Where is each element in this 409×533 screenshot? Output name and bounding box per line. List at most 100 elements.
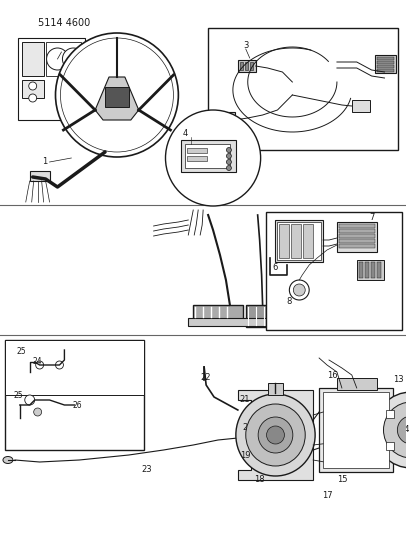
Circle shape (29, 82, 36, 90)
Text: 18: 18 (254, 475, 264, 484)
Bar (338, 229, 374, 233)
Bar (338, 239, 374, 243)
Text: 13: 13 (392, 376, 403, 384)
Ellipse shape (245, 404, 304, 466)
Text: 17: 17 (321, 490, 332, 499)
Bar (245, 305, 283, 327)
Circle shape (292, 284, 304, 296)
Text: 24: 24 (33, 358, 43, 367)
Circle shape (55, 361, 63, 369)
Circle shape (226, 159, 231, 165)
Bar (356, 260, 384, 280)
Bar (338, 234, 374, 238)
Bar (220, 114, 225, 125)
Bar (338, 224, 374, 228)
Circle shape (396, 416, 409, 444)
Text: 16: 16 (326, 370, 337, 379)
Bar (193, 305, 242, 319)
Text: 1: 1 (42, 157, 47, 166)
Bar (291, 224, 301, 258)
Text: 14: 14 (398, 425, 409, 434)
Bar (5, 340, 143, 395)
Bar (188, 318, 292, 326)
Bar (336, 378, 375, 390)
Circle shape (36, 361, 43, 369)
Bar (358, 262, 362, 278)
Bar (181, 140, 235, 172)
Ellipse shape (3, 456, 13, 464)
Bar (267, 383, 283, 395)
Circle shape (226, 148, 231, 152)
Bar (237, 60, 255, 72)
Bar (30, 171, 49, 181)
Circle shape (226, 166, 231, 171)
Circle shape (55, 33, 178, 157)
Bar (244, 62, 247, 70)
Circle shape (29, 94, 36, 102)
Bar (277, 222, 320, 260)
Bar (375, 262, 380, 278)
Bar (375, 65, 393, 68)
Text: 6: 6 (272, 263, 277, 272)
Bar (239, 62, 242, 70)
Bar (18, 38, 85, 120)
Bar (336, 222, 375, 252)
Text: 25: 25 (17, 348, 27, 357)
Ellipse shape (235, 394, 315, 476)
Text: 3: 3 (243, 41, 248, 50)
Text: 7: 7 (368, 214, 373, 222)
Bar (213, 112, 234, 127)
Text: 19: 19 (240, 450, 250, 459)
Bar (386, 410, 393, 418)
Circle shape (165, 110, 260, 206)
Bar (187, 156, 207, 161)
Circle shape (47, 48, 68, 70)
Text: 21: 21 (239, 395, 249, 405)
Text: 22: 22 (200, 374, 211, 383)
Bar (249, 62, 252, 70)
Text: 23: 23 (141, 465, 152, 474)
Ellipse shape (266, 426, 284, 444)
Circle shape (373, 392, 409, 468)
Bar (214, 114, 218, 125)
Circle shape (34, 408, 42, 416)
Circle shape (25, 395, 35, 405)
Bar (265, 212, 401, 330)
Bar (187, 148, 207, 153)
Circle shape (226, 154, 231, 158)
Bar (318, 388, 393, 472)
Bar (386, 442, 393, 450)
Bar (5, 340, 143, 450)
Bar (185, 144, 229, 168)
Polygon shape (95, 77, 138, 120)
Text: 5114 4600: 5114 4600 (38, 18, 90, 28)
Bar (375, 69, 393, 72)
Bar (226, 114, 230, 125)
Bar (303, 224, 312, 258)
Circle shape (62, 48, 84, 70)
Bar (22, 42, 43, 76)
Bar (105, 87, 128, 107)
Bar (22, 80, 43, 98)
Bar (279, 224, 289, 258)
Bar (370, 262, 374, 278)
Text: 26: 26 (72, 401, 82, 410)
Bar (351, 100, 369, 112)
Bar (374, 55, 396, 73)
Text: 15: 15 (336, 475, 346, 484)
Bar (338, 244, 374, 248)
Text: 4: 4 (182, 130, 187, 139)
Circle shape (289, 280, 308, 300)
Polygon shape (237, 390, 312, 480)
Bar (375, 57, 393, 60)
Circle shape (382, 402, 409, 458)
Text: 20: 20 (242, 424, 252, 432)
Text: 8: 8 (286, 297, 291, 306)
Bar (364, 262, 368, 278)
Bar (375, 61, 393, 64)
Text: 25: 25 (13, 392, 22, 400)
Bar (208, 28, 398, 150)
Bar (45, 42, 81, 76)
Bar (322, 392, 389, 468)
Ellipse shape (258, 417, 292, 453)
